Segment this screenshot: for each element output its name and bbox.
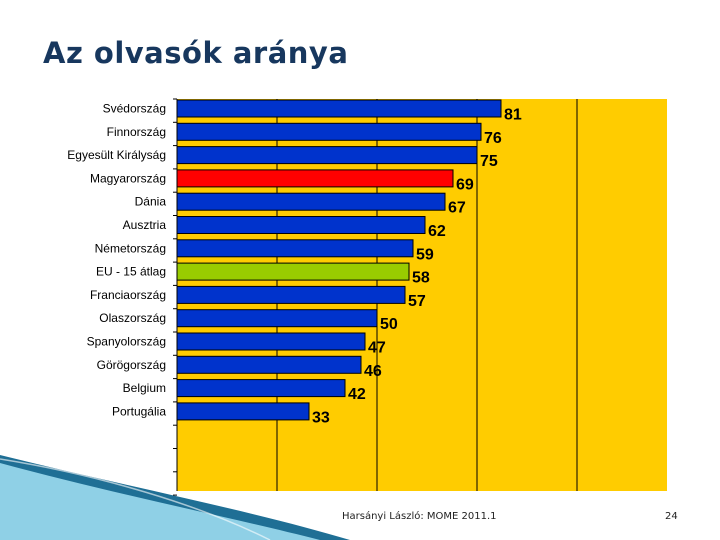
category-label: Finnország bbox=[107, 125, 166, 139]
category-label: Görögország bbox=[97, 358, 166, 372]
value-label: 81 bbox=[504, 107, 522, 124]
bar bbox=[176, 99, 502, 118]
bar bbox=[176, 379, 346, 398]
category-label: Spanyolország bbox=[87, 335, 166, 349]
value-label: 47 bbox=[368, 340, 386, 357]
category-label: EU - 15 átlag bbox=[96, 265, 166, 279]
category-label: Magyarország bbox=[90, 171, 166, 185]
category-label: Dánia bbox=[135, 195, 167, 209]
category-label: Portugália bbox=[112, 404, 166, 418]
bar bbox=[176, 262, 410, 281]
category-label: Ausztria bbox=[123, 218, 167, 232]
decorative-swoosh bbox=[0, 455, 350, 540]
value-label: 69 bbox=[456, 176, 474, 193]
category-labels: Svédország Finnország Egyesült Királyság Ma… bbox=[67, 102, 166, 419]
value-label: 50 bbox=[380, 316, 398, 333]
bar bbox=[176, 239, 414, 258]
category-label: Belgium bbox=[123, 381, 166, 395]
page-number: 24 bbox=[665, 511, 678, 522]
slide-title: Az olvasók aránya bbox=[43, 36, 349, 70]
category-label: Egyesült Királyság bbox=[67, 148, 166, 162]
y-axis bbox=[173, 98, 178, 496]
category-label: Franciaország bbox=[90, 288, 166, 302]
bar bbox=[176, 355, 362, 374]
bar bbox=[176, 192, 446, 211]
footer-credit: Harsányi László: MOME 2011.1 bbox=[342, 511, 497, 522]
value-label: 76 bbox=[484, 130, 502, 147]
bar-series bbox=[176, 99, 502, 421]
value-label: 59 bbox=[416, 246, 434, 263]
bar bbox=[176, 146, 478, 165]
value-label: 75 bbox=[480, 153, 498, 170]
value-label: 57 bbox=[408, 293, 426, 310]
value-label: 33 bbox=[312, 409, 330, 426]
bar bbox=[176, 402, 310, 421]
category-label: Svédország bbox=[103, 102, 166, 116]
bar bbox=[176, 332, 366, 351]
value-label: 58 bbox=[412, 270, 430, 287]
value-label: 46 bbox=[364, 363, 382, 380]
value-label: 42 bbox=[348, 386, 366, 403]
bar bbox=[176, 285, 406, 304]
value-label: 67 bbox=[448, 200, 466, 217]
category-label: Németország bbox=[95, 241, 166, 255]
bar bbox=[176, 122, 482, 141]
bar bbox=[176, 169, 454, 188]
value-label: 62 bbox=[428, 223, 446, 240]
bar bbox=[176, 309, 378, 328]
bar bbox=[176, 216, 426, 234]
category-label: Olaszország bbox=[99, 311, 166, 325]
